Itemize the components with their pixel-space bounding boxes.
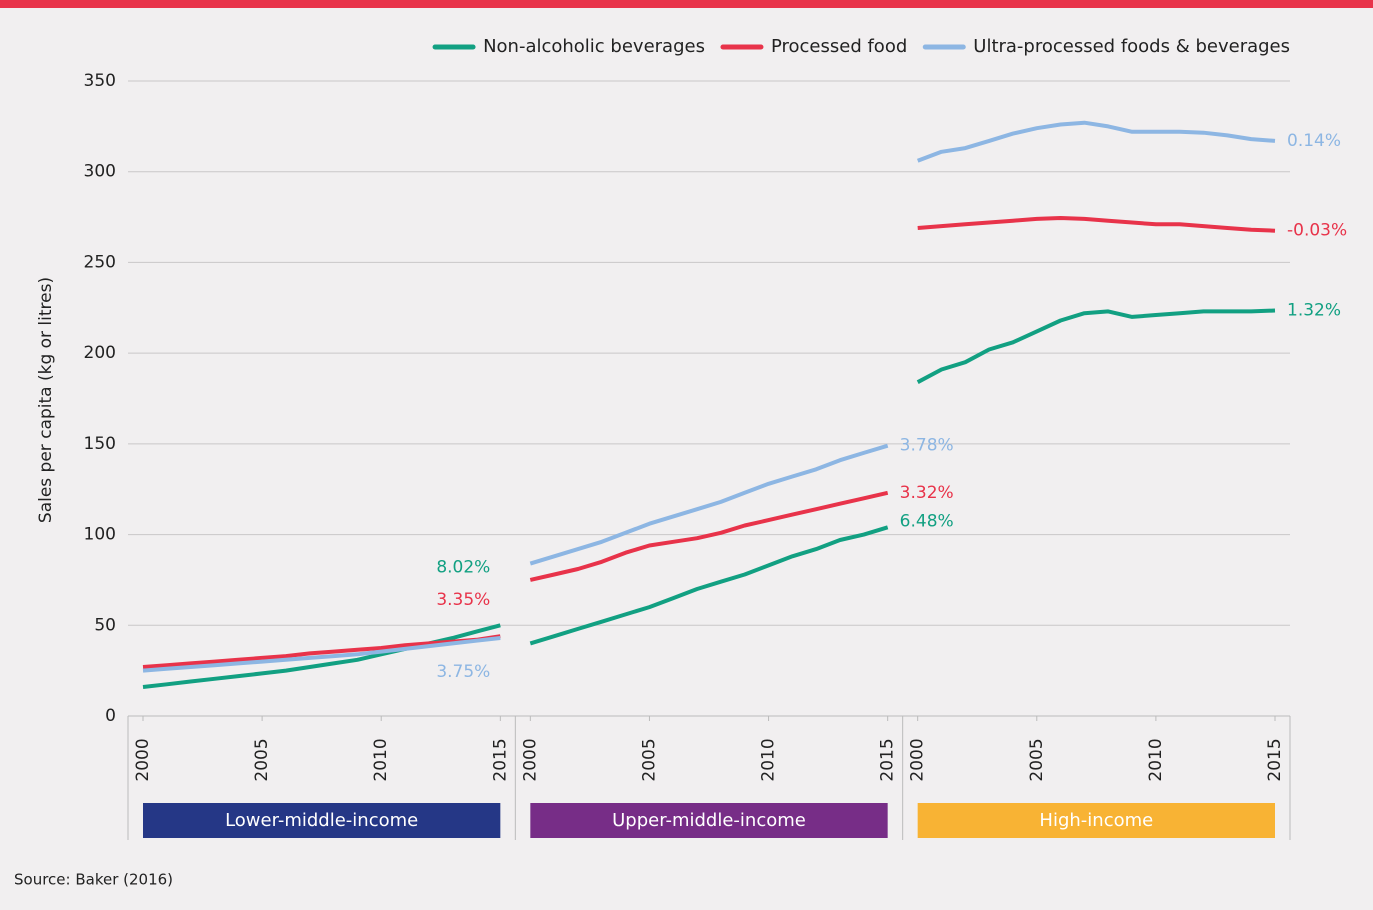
panel-label-box: [917, 803, 1275, 838]
x-tick-label: 2005: [639, 738, 659, 781]
y-tick-label: 200: [84, 343, 116, 363]
x-tick-label: 2015: [490, 738, 510, 781]
panel-label-box: [143, 803, 501, 838]
x-tick-label: 2000: [133, 738, 153, 781]
y-tick-label: 100: [84, 525, 116, 545]
annotation: 1.32%: [1287, 301, 1341, 321]
annotation: 0.14%: [1287, 131, 1341, 151]
annotation: 3.78%: [900, 436, 954, 456]
x-tick-label: 2010: [759, 738, 779, 781]
line-series: [142, 634, 501, 669]
line-series: [529, 525, 889, 646]
y-axis-label: Sales per capita (kg or litres): [36, 277, 56, 523]
line-series: [529, 443, 889, 566]
annotation: 3.35%: [436, 590, 490, 610]
x-tick-label: 2000: [908, 738, 928, 781]
annotation: 6.48%: [900, 511, 954, 531]
line-series: [916, 120, 1276, 163]
top-bar: [0, 0, 1373, 8]
legend-label: Processed food: [771, 36, 907, 57]
x-tick-label: 2015: [878, 738, 898, 781]
line-series: [142, 636, 501, 673]
x-tick-label: 2010: [1146, 738, 1166, 781]
x-tick-label: 2000: [520, 738, 540, 781]
annotation: 8.02%: [436, 557, 490, 577]
annotation: 3.32%: [900, 483, 954, 503]
panel-label: High-income: [1039, 810, 1153, 831]
panel-label: Lower-middle-income: [225, 810, 418, 831]
annotation: 3.75%: [436, 662, 490, 682]
y-tick-label: 0: [105, 706, 116, 726]
y-tick-label: 150: [84, 434, 116, 454]
x-tick-label: 2005: [252, 738, 272, 781]
panel-label: Upper-middle-income: [612, 810, 806, 831]
line-series: [916, 308, 1276, 384]
line-series: [917, 216, 1276, 233]
panel-label-box: [530, 803, 888, 838]
x-tick-label: 2015: [1265, 738, 1285, 781]
x-tick-label: 2010: [371, 738, 391, 781]
legend-label: Non-alcoholic beverages: [483, 36, 705, 57]
source: Source: Baker (2016): [14, 871, 173, 889]
line-series: [529, 490, 889, 582]
legend-label: Ultra-processed foods & beverages: [973, 36, 1290, 57]
annotation: -0.03%: [1287, 221, 1347, 241]
y-tick-label: 300: [84, 162, 116, 182]
y-tick-label: 250: [84, 252, 116, 272]
x-tick-label: 2005: [1027, 738, 1047, 781]
y-tick-label: 50: [94, 615, 116, 635]
y-tick-label: 350: [84, 71, 116, 91]
